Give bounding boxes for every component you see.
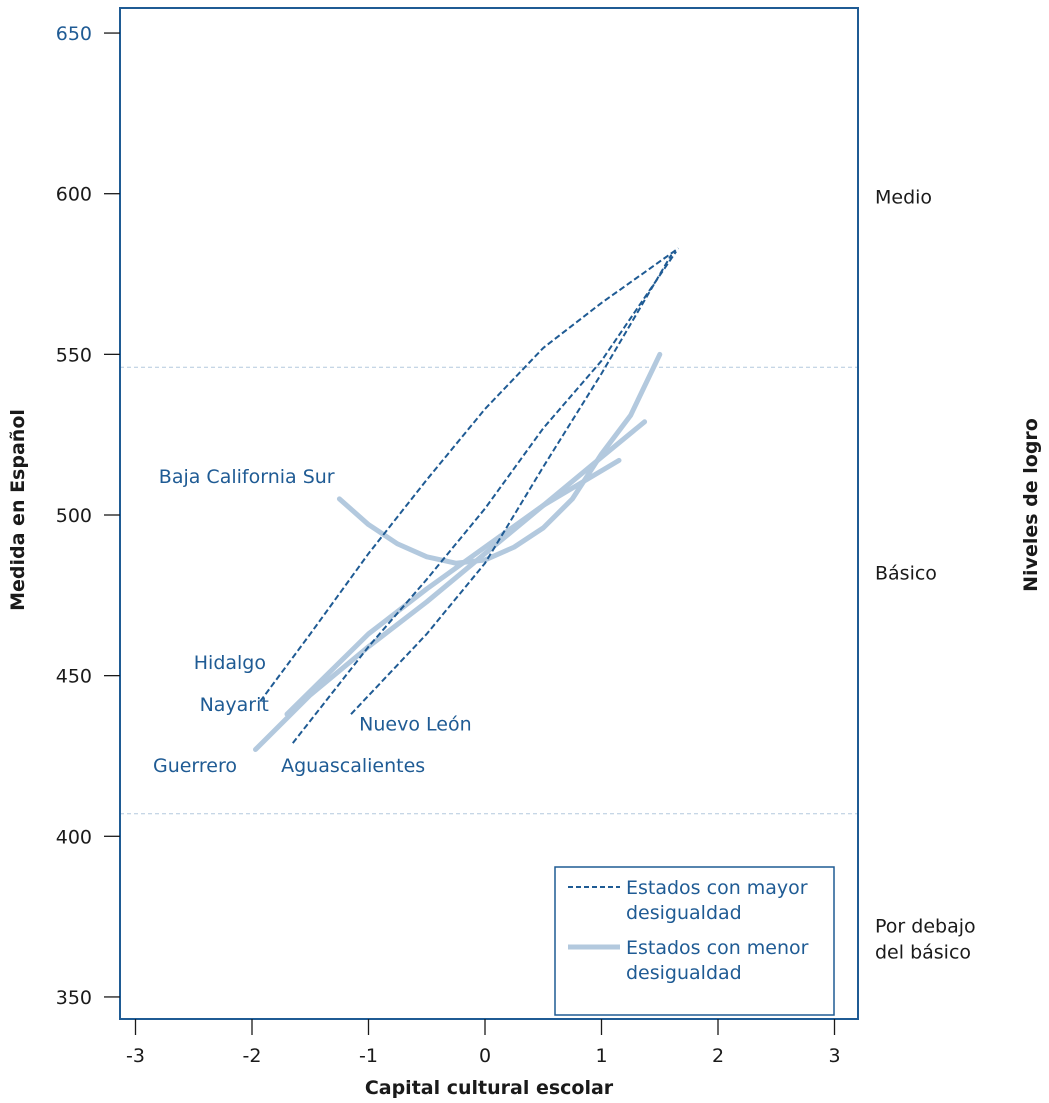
series-label-nuevo-le-n: Nuevo León: [359, 713, 471, 735]
level-labels: Medio Básico Por debajo del básico: [875, 186, 976, 963]
y-tick-label-350: 350: [56, 987, 92, 1009]
y-tick-label-650: 650: [56, 23, 92, 45]
x-tick-label-3: 3: [828, 1045, 840, 1067]
series-label-nayarit: Nayarit: [200, 694, 269, 716]
legend: Estados con mayor desigualdad Estados con …: [554, 866, 835, 1016]
state-labels: Hidalgo Aguascalientes Nuevo León Baja Cali…: [153, 466, 472, 777]
legend-label-mayor-1: desigualdad: [626, 902, 742, 924]
series-line-baja-california-sur: [336, 351, 663, 566]
x-tick-label-0: 0: [479, 1045, 491, 1067]
series-line-hidalgo: [259, 247, 679, 702]
y-tick-label-600: 600: [56, 184, 92, 206]
y-tick-label-550: 550: [56, 344, 92, 366]
x-tick-label--3: -3: [126, 1045, 145, 1067]
x-tick-label-1: 1: [595, 1045, 607, 1067]
level-label-1-0: Básico: [875, 562, 937, 584]
legend-label-mayor-0: Estados con mayor: [626, 877, 808, 899]
x-tick-label--1: -1: [359, 1045, 378, 1067]
y-tick-label-450: 450: [56, 666, 92, 688]
level-label-0-0: Medio: [875, 186, 932, 208]
x-axis: -3 -2 -1 0 1 2 3: [126, 1019, 841, 1067]
x-tick-label--2: -2: [243, 1045, 262, 1067]
series-mayor-group: [259, 247, 679, 744]
series-line-nuevo-le-n: [350, 254, 673, 715]
cut-lines: [120, 366, 858, 815]
plot-frame: [119, 7, 859, 1020]
right-axis-title: Niveles de logro: [1020, 418, 1042, 592]
y-axis-title: Medida en Español: [7, 409, 29, 611]
legend-box: [554, 866, 835, 1016]
series-label-hidalgo: Hidalgo: [194, 652, 266, 674]
y-tick-label-400: 400: [56, 826, 92, 848]
x-tick-label-2: 2: [712, 1045, 724, 1067]
series-label-baja-california-sur: Baja California Sur: [159, 466, 335, 488]
series-line-aguascalientes: [292, 250, 677, 744]
series-label-guerrero: Guerrero: [153, 755, 237, 777]
series-label-aguascalientes: Aguascalientes: [281, 755, 425, 777]
legend-label-menor-1: desigualdad: [626, 962, 742, 984]
y-tick-label-500: 500: [56, 505, 92, 527]
series-line-guerrero: [253, 419, 648, 752]
legend-label-menor-0: Estados con menor: [626, 937, 809, 959]
x-axis-title: Capital cultural escolar: [365, 1077, 614, 1099]
series-menor-group: [253, 351, 663, 752]
level-label-2-1: del básico: [875, 942, 971, 964]
y-axis: 350 400 450 500 550 600 650: [56, 23, 120, 1009]
level-label-2-0: Por debajo: [875, 916, 976, 938]
